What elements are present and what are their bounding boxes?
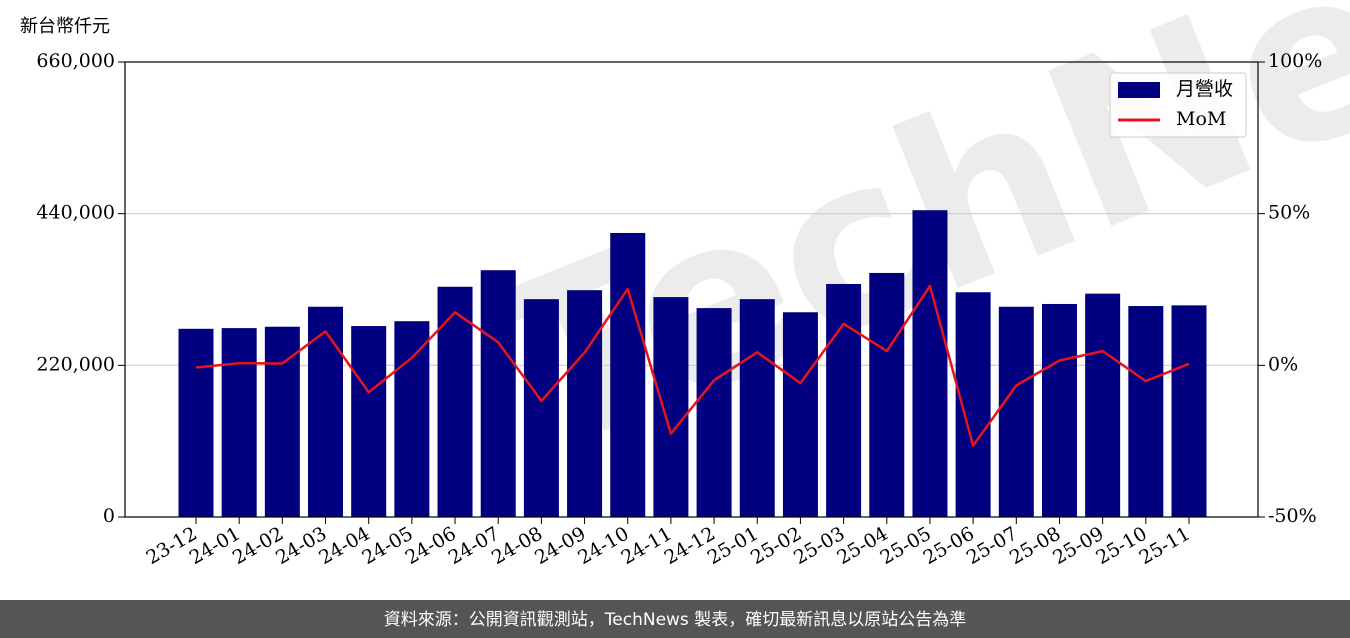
bar <box>221 328 257 517</box>
y2-tick-label: 50% <box>1268 202 1310 224</box>
footer-bar <box>0 600 1350 638</box>
bar <box>998 306 1034 517</box>
y2-tick-label: -50% <box>1268 505 1317 527</box>
y-axis-label: 新台幣仟元 <box>20 16 110 37</box>
bar <box>178 328 214 517</box>
bar <box>523 299 559 517</box>
bar <box>653 297 689 517</box>
y2-tick-label: 100% <box>1268 50 1322 72</box>
bar <box>696 308 732 517</box>
bar <box>912 210 948 517</box>
legend-label: 月營收 <box>1176 78 1233 100</box>
bar <box>869 272 905 517</box>
y-tick-label: 220,000 <box>36 353 115 375</box>
bar <box>1041 303 1077 517</box>
bar <box>351 326 387 517</box>
bar <box>826 283 862 517</box>
bar <box>567 290 603 517</box>
bar <box>1085 293 1121 517</box>
footer-text: 資料來源：公開資訊觀測站，TechNews 製表，確切最新訊息以原站公告為準 <box>384 610 966 630</box>
bar <box>739 299 775 517</box>
bar <box>610 232 646 517</box>
legend-swatch <box>1118 82 1160 98</box>
y-tick-label: 0 <box>103 505 115 527</box>
bar <box>782 312 818 517</box>
legend-label: MoM <box>1176 108 1226 130</box>
y2-tick-label: 0% <box>1268 353 1298 375</box>
y-tick-label: 660,000 <box>36 50 115 72</box>
bar <box>480 270 516 517</box>
plot-frame <box>124 61 1259 518</box>
x-tick-label: 25-11 <box>1136 523 1194 569</box>
bar <box>1128 306 1164 517</box>
bar <box>394 321 430 517</box>
bar <box>308 306 344 517</box>
bar <box>264 326 300 517</box>
line <box>195 284 1190 447</box>
bar <box>1171 305 1207 517</box>
y-tick-label: 440,000 <box>36 202 115 224</box>
